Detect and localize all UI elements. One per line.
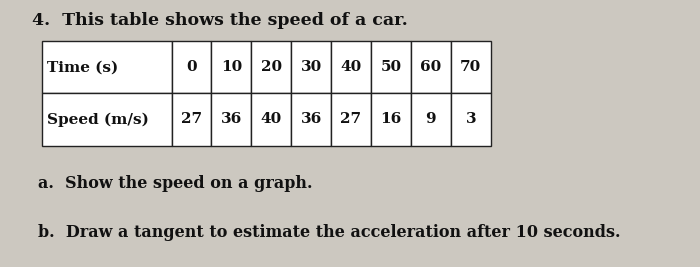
Text: 16: 16 bbox=[380, 112, 402, 127]
Bar bbox=[331, 93, 371, 146]
Bar bbox=[251, 93, 291, 146]
Bar bbox=[411, 41, 451, 93]
Bar bbox=[451, 41, 491, 93]
Bar bbox=[42, 93, 172, 146]
Bar bbox=[371, 41, 411, 93]
Text: 3: 3 bbox=[466, 112, 476, 127]
Bar bbox=[172, 41, 211, 93]
Text: 27: 27 bbox=[181, 112, 202, 127]
Text: Time (s): Time (s) bbox=[47, 60, 118, 74]
Text: 10: 10 bbox=[220, 60, 242, 74]
Text: a.  Show the speed on a graph.: a. Show the speed on a graph. bbox=[38, 175, 313, 192]
Bar bbox=[211, 41, 251, 93]
Text: 60: 60 bbox=[420, 60, 442, 74]
Text: Speed (m/s): Speed (m/s) bbox=[47, 112, 149, 127]
Text: 27: 27 bbox=[340, 112, 362, 127]
Text: b.  Draw a tangent to estimate the acceleration after 10 seconds.: b. Draw a tangent to estimate the accele… bbox=[38, 224, 621, 241]
Text: 20: 20 bbox=[260, 60, 282, 74]
Bar bbox=[291, 93, 331, 146]
Text: 40: 40 bbox=[340, 60, 362, 74]
Text: 4.  This table shows the speed of a car.: 4. This table shows the speed of a car. bbox=[32, 12, 407, 29]
Bar bbox=[172, 93, 211, 146]
Text: 36: 36 bbox=[220, 112, 242, 127]
Bar bbox=[291, 41, 331, 93]
Bar bbox=[42, 41, 172, 93]
Bar bbox=[211, 93, 251, 146]
Text: 30: 30 bbox=[300, 60, 322, 74]
Text: 70: 70 bbox=[460, 60, 482, 74]
Bar bbox=[251, 41, 291, 93]
Bar bbox=[371, 93, 411, 146]
Text: 36: 36 bbox=[300, 112, 322, 127]
Text: 0: 0 bbox=[186, 60, 197, 74]
Bar bbox=[451, 93, 491, 146]
Bar bbox=[331, 41, 371, 93]
Bar bbox=[411, 93, 451, 146]
Text: 50: 50 bbox=[380, 60, 402, 74]
Text: 9: 9 bbox=[426, 112, 436, 127]
Text: 40: 40 bbox=[260, 112, 282, 127]
